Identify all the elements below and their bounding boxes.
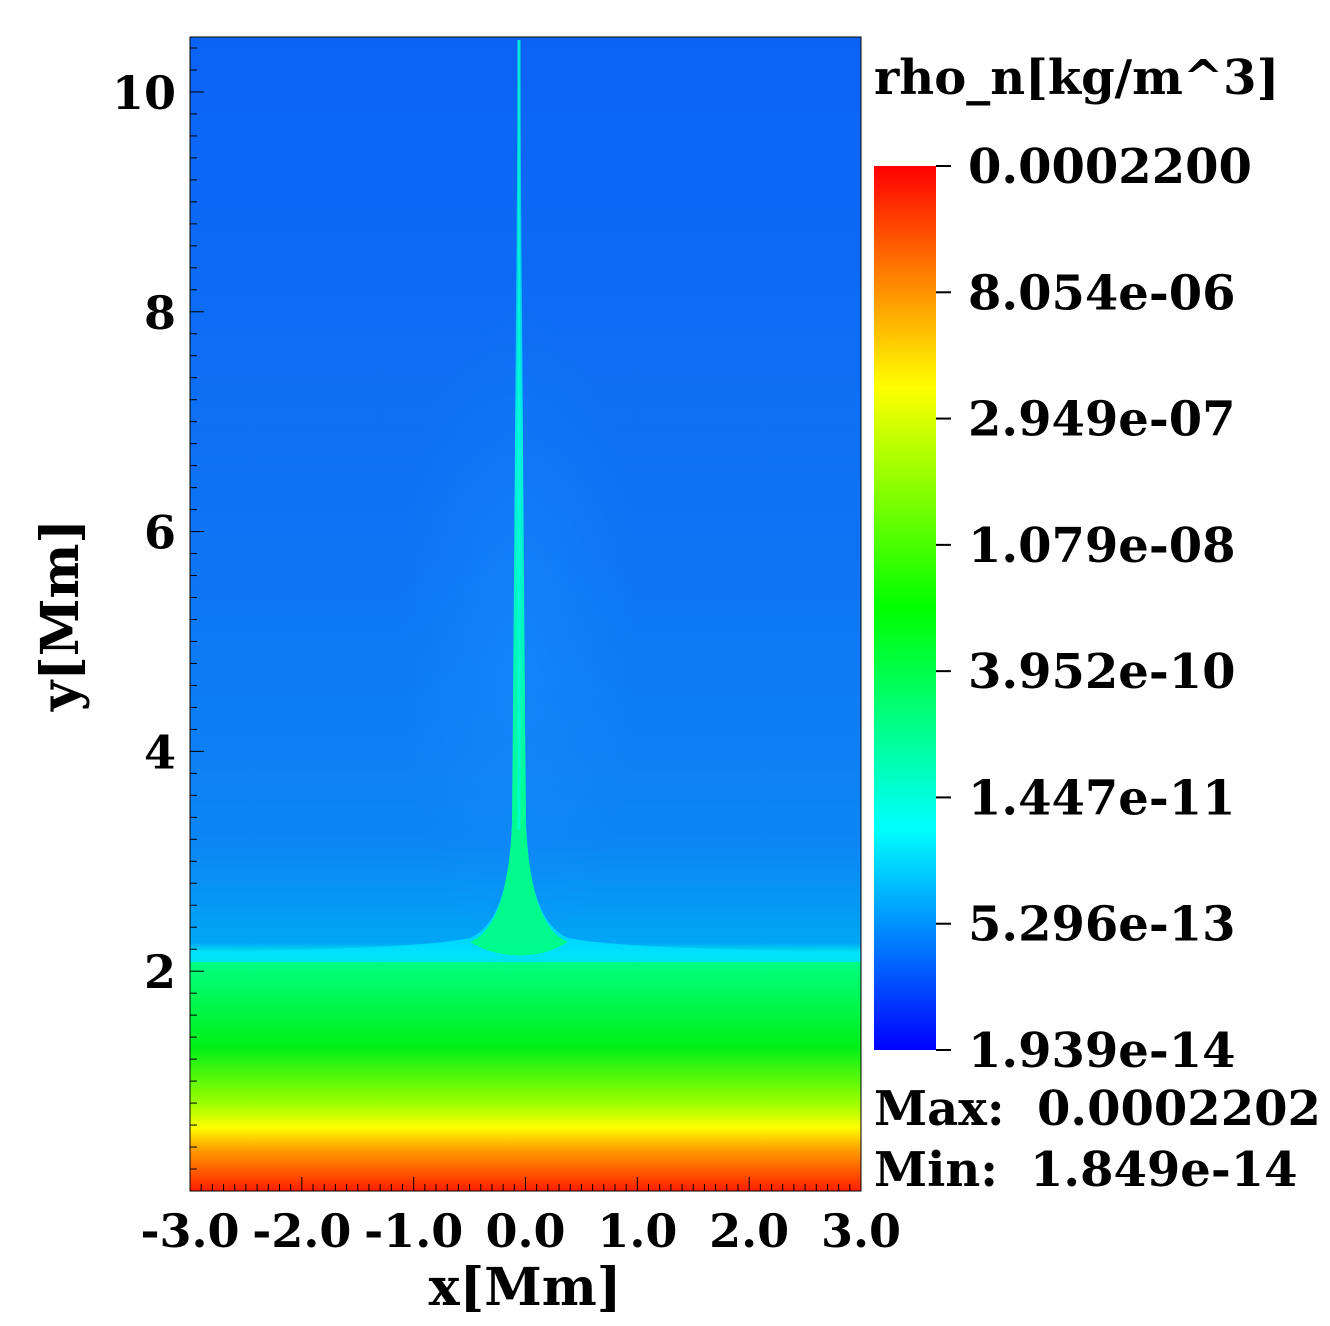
y-tick-label: 4	[144, 725, 176, 779]
x-tick-label: 0.0	[485, 1204, 565, 1258]
x-tick-label: 3.0	[821, 1204, 901, 1258]
x-tick-label: 1.0	[597, 1204, 677, 1258]
colorbar-tick-label: 1.447e-11	[968, 770, 1236, 826]
colorbar-tick-label: 8.054e-06	[968, 265, 1236, 321]
min-value: 1.849e-14	[1030, 1142, 1298, 1198]
jet-base	[470, 810, 568, 956]
colorbar-tick-label: 2.949e-07	[968, 392, 1236, 448]
colorbar-tick-label: 1.079e-08	[968, 518, 1236, 574]
x-axis-label: x[Mm]	[429, 1257, 622, 1318]
max-value: 0.0002202	[1037, 1081, 1321, 1137]
colorbar-tick-label: 0.0002200	[968, 139, 1252, 195]
y-axis: 2 4 6 8 10	[112, 37, 204, 1192]
y-axis-label: y[Mm]	[30, 519, 91, 712]
x-axis: -3.0 -2.0 -1.0 0.0 1.0 2.0 3.0	[140, 1177, 901, 1258]
colorbar-tick-label: 3.952e-10	[968, 644, 1236, 700]
x-tick-label: -2.0	[252, 1204, 351, 1258]
colorbar-tick-label: 1.939e-14	[968, 1023, 1236, 1079]
heatmap-field	[189, 36, 862, 1192]
x-tick-label: -3.0	[140, 1204, 239, 1258]
x-tick-label: 2.0	[709, 1204, 789, 1258]
x-tick-label: -1.0	[364, 1204, 463, 1258]
y-tick-label: 2	[144, 945, 176, 999]
colorbar	[874, 166, 936, 1050]
colorbar-tick-label: 5.296e-13	[968, 897, 1236, 953]
colorbar-variable-label: rho_n[kg/m^3]	[874, 50, 1279, 106]
y-tick-label: 10	[112, 66, 176, 120]
y-tick-label: 8	[144, 286, 176, 340]
min-label: Min:	[874, 1142, 998, 1198]
y-tick-label: 6	[144, 506, 176, 560]
colorbar-ticks: 0.0002200 8.054e-06 2.949e-07 1.079e-08 3.95…	[936, 139, 1252, 1079]
max-label: Max:	[874, 1081, 1005, 1137]
